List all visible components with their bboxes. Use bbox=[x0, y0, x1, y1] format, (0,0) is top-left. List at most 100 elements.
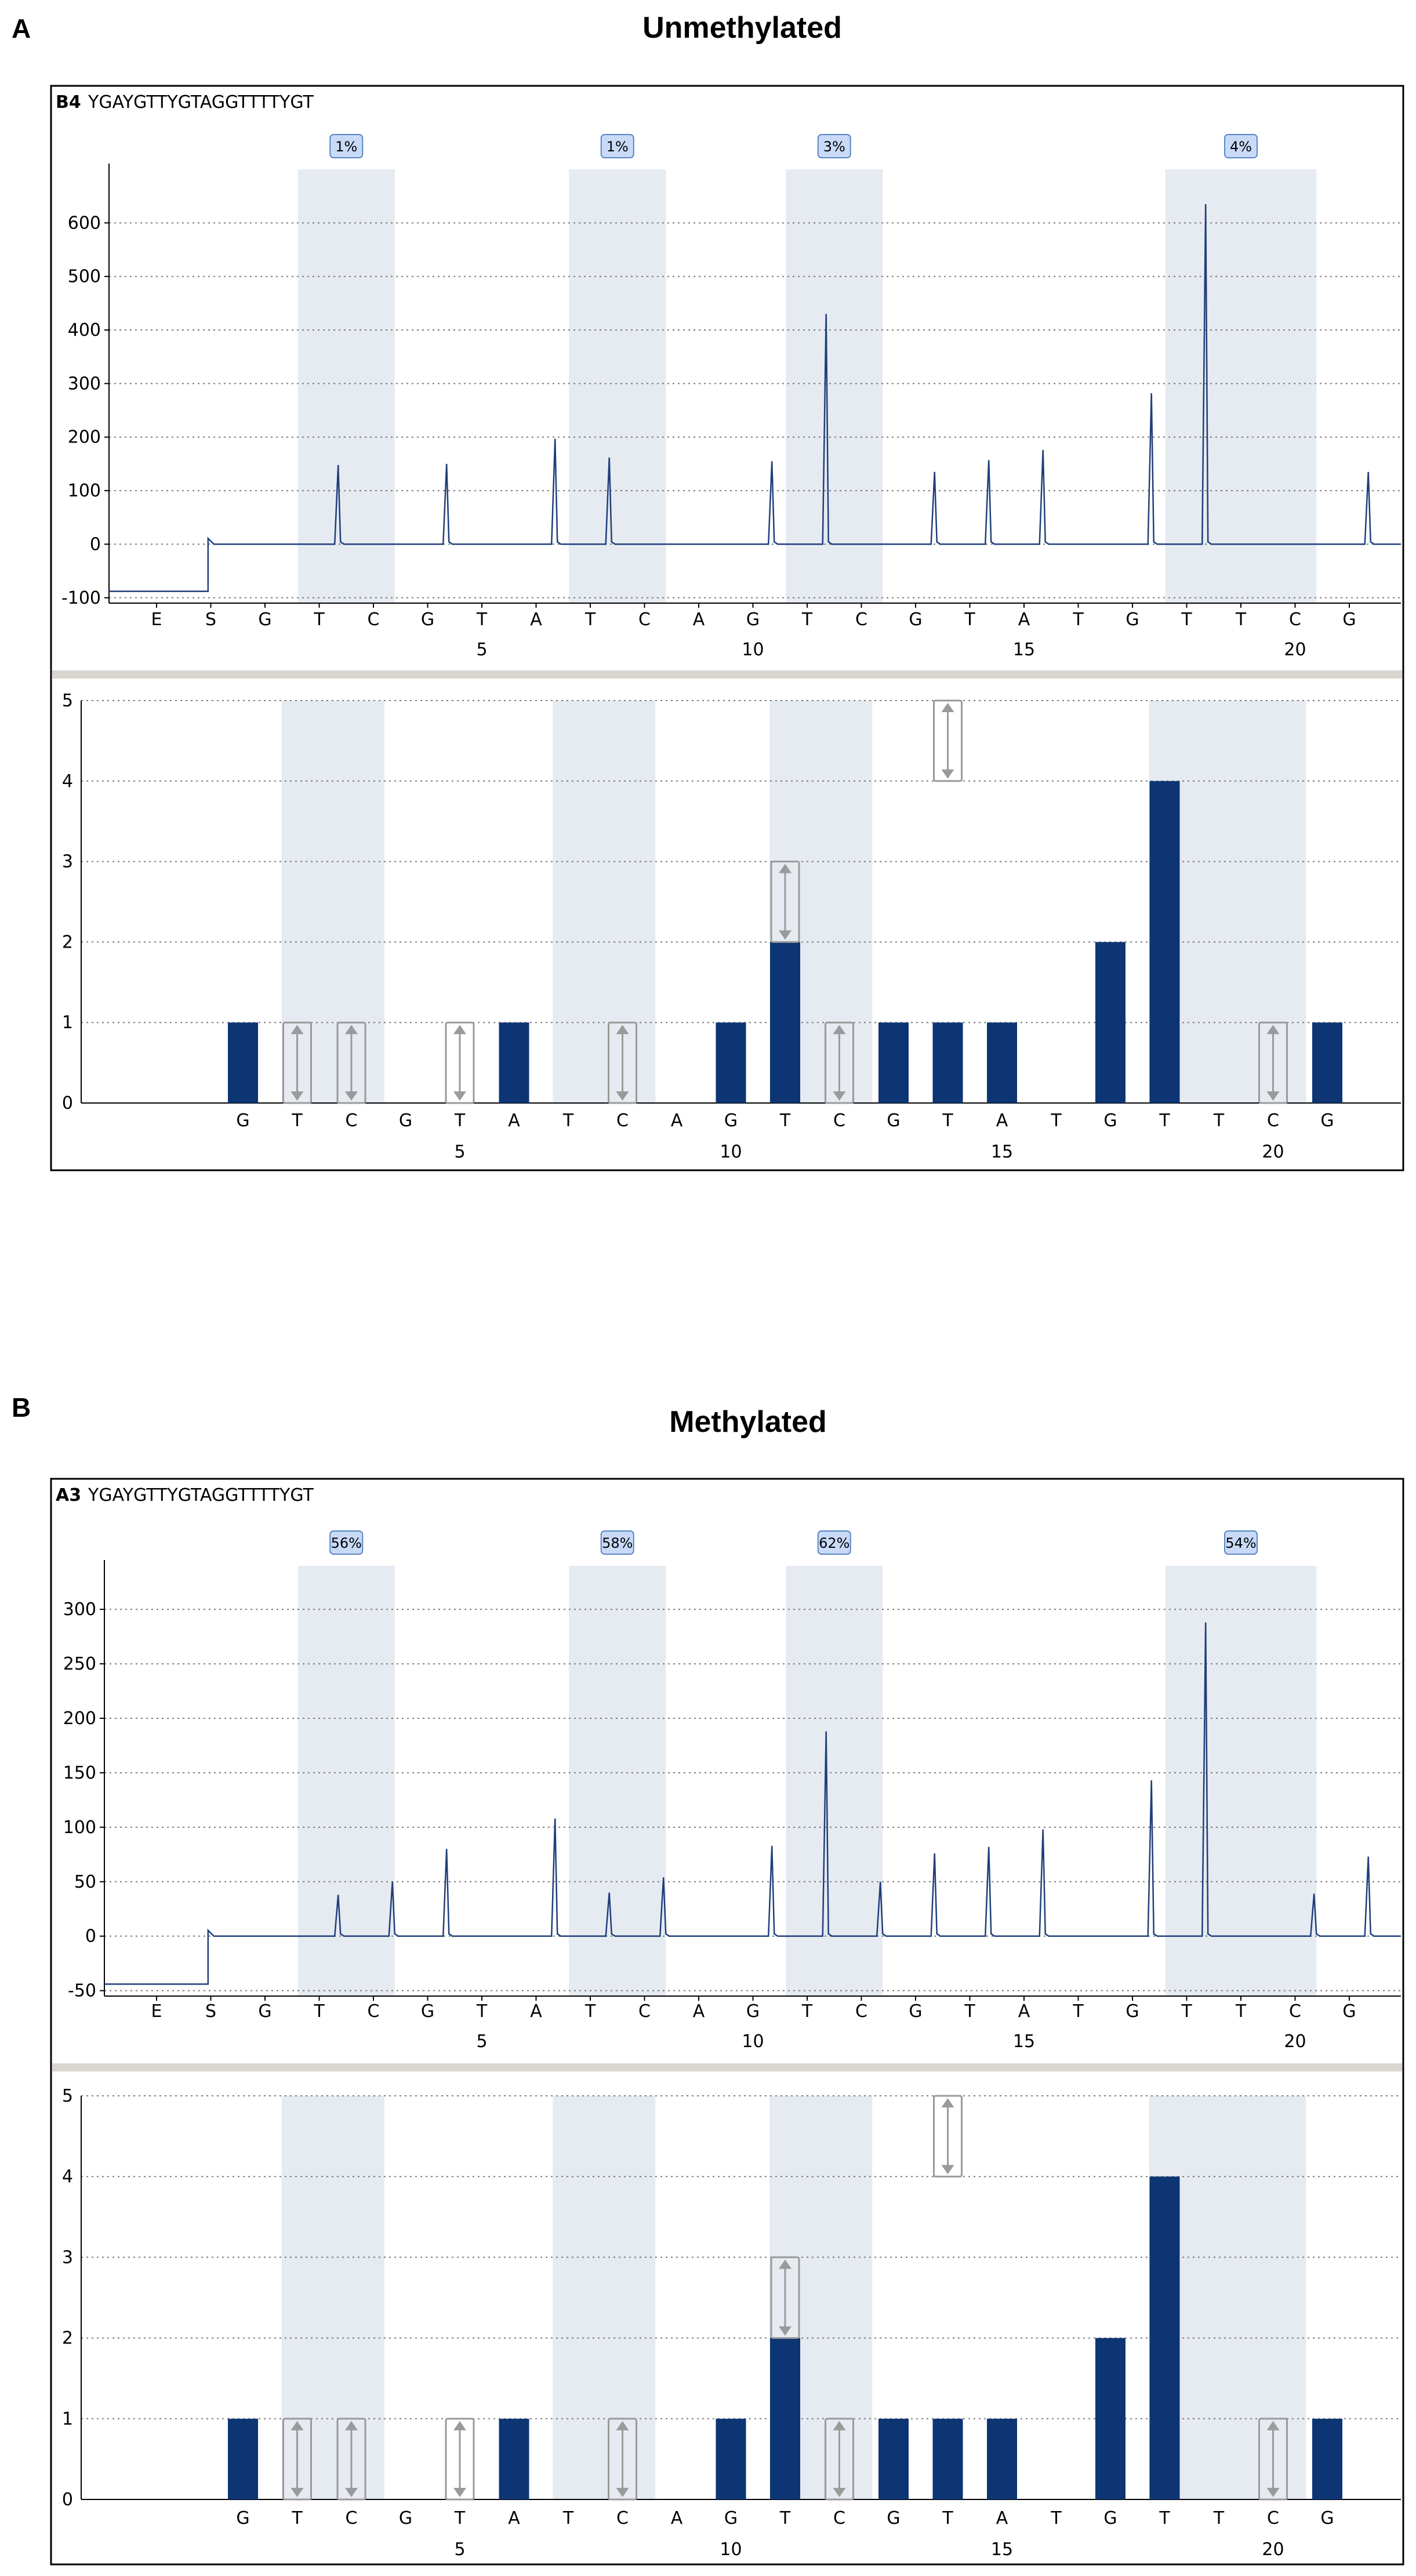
panel-b-hist-bar bbox=[987, 2418, 1017, 2499]
panel-b-marker-arrow-down bbox=[616, 2488, 629, 2497]
panel-a-site-shade bbox=[786, 169, 883, 603]
panel-a-marker-arrow-down bbox=[1266, 1091, 1280, 1101]
panel-a-variable-marker bbox=[445, 1021, 475, 1104]
panel-b-marker-arrow-down bbox=[1266, 2488, 1280, 2497]
panel-a-site-badge-box bbox=[600, 134, 634, 158]
panel-a-marker-box bbox=[282, 1021, 312, 1104]
panel-b-hist-label: G bbox=[887, 2508, 900, 2528]
panel-b-marker-arrow-up bbox=[616, 2421, 629, 2430]
panel-a-dispensation-label: A bbox=[693, 609, 705, 630]
panel-a-site-badge: 1% bbox=[329, 134, 364, 158]
panel-b-marker-arrow-up bbox=[779, 2259, 791, 2269]
panel-a-dispensation-label: A bbox=[530, 609, 542, 630]
panel-a-hist-ytick-label: 2 bbox=[62, 932, 73, 952]
panel-a-marker-arrow-down bbox=[779, 930, 791, 940]
panel-a-hist-bar bbox=[499, 1022, 529, 1103]
panel-b-ytick-label: -50 bbox=[68, 1981, 96, 2001]
panel-b-marker-arrow-down bbox=[291, 2488, 304, 2497]
panel-b-hist-ytick-label: 1 bbox=[62, 2409, 73, 2429]
panel-a-sequence: YGAYGTTYGTAGGTTTTYGT bbox=[88, 92, 314, 113]
panel-b-dispensation-label: G bbox=[258, 2001, 271, 2022]
panel-b-dispensation-label: A bbox=[693, 2001, 705, 2022]
panel-a-marker-box bbox=[933, 699, 963, 782]
panel-b-hist-label: G bbox=[236, 2508, 249, 2528]
panel-a-hist-label: G bbox=[236, 1111, 249, 1131]
panel-b-hist-label: A bbox=[508, 2508, 520, 2528]
panel-a-hist-ytick-label: 1 bbox=[62, 1013, 73, 1033]
panel-b-ytick-label: 100 bbox=[63, 1817, 96, 1838]
panel-b-site-badge-label: 58% bbox=[602, 1535, 633, 1551]
panel-b-hist-site-shade bbox=[553, 2096, 656, 2499]
panel-a-hist-label: T bbox=[454, 1111, 466, 1131]
panel-b-marker-arrow-down bbox=[779, 2326, 791, 2336]
panel-a-site-badge: 3% bbox=[817, 134, 851, 158]
panel-b-marker-arrow-up bbox=[1266, 2421, 1280, 2430]
panel-a-separator bbox=[52, 670, 1402, 679]
panel-a-marker-box bbox=[336, 1021, 366, 1104]
panel-a-site-shade bbox=[569, 169, 666, 603]
panel-b-hist-label: G bbox=[724, 2508, 738, 2528]
panel-a-hist-bar bbox=[1149, 781, 1180, 1103]
panel-b-marker-arrow-up bbox=[291, 2421, 304, 2430]
panel-b-hist-bar bbox=[499, 2418, 529, 2499]
panel-a-hist-label: G bbox=[887, 1111, 900, 1131]
panel-b-dispensation-label: G bbox=[1342, 2001, 1356, 2022]
panel-a-site-shade bbox=[1165, 169, 1317, 603]
panel-a-variable-marker bbox=[608, 1021, 637, 1104]
panel-a-dispensation-label: T bbox=[1072, 609, 1084, 630]
panel-a-site-shade bbox=[297, 169, 395, 603]
panel-b-dispensation-label: A bbox=[530, 2001, 542, 2022]
panel-a-marker-arrow-down bbox=[345, 1091, 358, 1101]
panel-b-marker-arrow-down bbox=[941, 2165, 954, 2175]
panel-b-dispensation-label: T bbox=[313, 2001, 325, 2022]
panel-a-sample-label: B4 bbox=[56, 92, 81, 113]
panel-a-hist-ytick-label: 0 bbox=[62, 1093, 73, 1113]
panel-b-ytick-label: 300 bbox=[63, 1599, 96, 1620]
panel-a-dispensation-label: E bbox=[151, 609, 162, 630]
panel-a-dispensation-label: C bbox=[638, 609, 651, 630]
panel-a-marker-arrow-down bbox=[941, 769, 954, 779]
panel-b-site-shade bbox=[569, 1566, 666, 1996]
panel-b-ytick-label: 50 bbox=[74, 1872, 96, 1892]
panel-b-site-badge-box bbox=[817, 1530, 851, 1555]
panel-b-hist-label: A bbox=[671, 2508, 683, 2528]
panel-a-position-label: 10 bbox=[742, 640, 764, 660]
panel-a-variable-marker bbox=[1258, 1021, 1288, 1104]
panel-a-variable-marker bbox=[336, 1021, 366, 1104]
panel-b-hist-label: A bbox=[996, 2508, 1008, 2528]
panel-b-hist-position-label: 10 bbox=[720, 2539, 742, 2560]
panel-b-dispensation-label: C bbox=[368, 2001, 380, 2022]
panel-a-dispensation-label: G bbox=[746, 609, 760, 630]
panel-a-marker-arrow-up bbox=[779, 863, 791, 873]
panel-a-ytick-label: 500 bbox=[68, 267, 101, 287]
panel-b-hist-label: C bbox=[833, 2508, 845, 2528]
panel-b-hist-label: T bbox=[1159, 2508, 1170, 2528]
panel-b-marker-box bbox=[445, 2418, 475, 2501]
panel-b-dispensation-label: C bbox=[855, 2001, 867, 2022]
panel-a-hist-label: A bbox=[671, 1111, 683, 1131]
panel-a-ytick-label: 400 bbox=[68, 320, 101, 340]
panel-a-marker-box bbox=[770, 861, 800, 943]
panel-a-variable-marker bbox=[770, 861, 800, 943]
panel-b-frame bbox=[50, 1478, 1404, 2566]
panel-b-site-badge: 58% bbox=[600, 1530, 634, 1555]
panel-b-separator bbox=[52, 2063, 1402, 2071]
panel-b-site-badge-label: 62% bbox=[819, 1535, 849, 1551]
panel-b-ytick-label: 250 bbox=[63, 1654, 96, 1674]
panel-b-hist-bar bbox=[1095, 2338, 1125, 2499]
panel-b-dispensation-label: T bbox=[1072, 2001, 1084, 2022]
panel-b-hist-label: G bbox=[1103, 2508, 1117, 2528]
panel-b-pyrogram-trace bbox=[104, 1622, 1401, 1985]
panel-b-hist-ytick-label: 3 bbox=[62, 2247, 73, 2267]
panel-b-site-badge-box bbox=[600, 1530, 634, 1555]
panel-b-site-badge: 54% bbox=[1224, 1530, 1258, 1555]
panel-b-hist-label: G bbox=[1320, 2508, 1334, 2528]
panel-b-hist-ytick-label: 0 bbox=[62, 2490, 73, 2510]
panel-a-dispensation-label: A bbox=[1018, 609, 1030, 630]
panel-b-dispensation-label: T bbox=[1235, 2001, 1247, 2022]
panel-b-marker-box bbox=[336, 2418, 366, 2501]
panel-b-marker-arrow-up bbox=[833, 2421, 846, 2430]
panel-b-variable-marker bbox=[1258, 2418, 1288, 2501]
panel-a-marker-arrow-up bbox=[345, 1025, 358, 1035]
